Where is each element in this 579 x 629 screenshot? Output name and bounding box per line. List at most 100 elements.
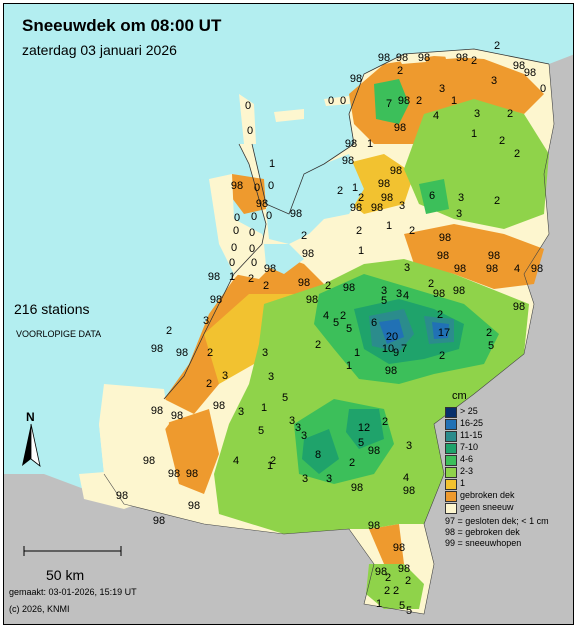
station-value: 98 [390, 165, 402, 177]
station-value: 5 [406, 605, 412, 617]
zone-seven-ten-south2 [346, 409, 384, 449]
station-value: 5 [282, 392, 288, 404]
zone-sixteen-25-b [432, 322, 449, 339]
station-value: 2 [499, 135, 505, 147]
station-value: 2 [166, 325, 172, 337]
station-value: 3 [458, 192, 464, 204]
legend-label: > 25 [460, 406, 478, 416]
legend-swatch [445, 419, 457, 430]
station-value: 10 [382, 343, 394, 355]
station-value: 3 [396, 288, 402, 300]
station-value: 98 [168, 468, 180, 480]
station-value: 98 [456, 52, 468, 64]
station-value: 98 [378, 52, 390, 64]
legend-swatch [445, 467, 457, 478]
station-value: 98 [350, 73, 362, 85]
station-value: 0 [233, 225, 239, 237]
legend-label: 16-25 [460, 418, 484, 428]
station-value: 98 [350, 202, 362, 214]
station-value: 1 [358, 245, 364, 257]
station-value: 3 [406, 440, 412, 452]
legend-note: 97 = gesloten dek; < 1 cm [445, 516, 549, 526]
station-value: 0 [249, 227, 255, 239]
station-value: 98 [151, 343, 163, 355]
station-value: 0 [247, 125, 253, 137]
station-value: 98 [151, 405, 163, 417]
made-timestamp: gemaakt: 03-01-2026, 15:19 UT [9, 587, 137, 597]
legend-swatch [445, 503, 457, 514]
station-value: 20 [386, 331, 398, 343]
station-value: 98 [290, 208, 302, 220]
station-value: 98 [116, 490, 128, 502]
zone-two-three-limburg [366, 564, 424, 609]
station-value: 3 [238, 406, 244, 418]
station-value: 98 [298, 277, 310, 289]
station-value: 0 [229, 257, 235, 269]
copyright: (c) 2026, KNMI [9, 604, 70, 614]
station-value: 1 [376, 598, 382, 610]
station-value: 2 [507, 108, 513, 120]
station-value: 2 [409, 225, 415, 237]
station-value: 98 [256, 198, 268, 210]
station-value: 3 [381, 285, 387, 297]
station-value: 98 [153, 515, 165, 527]
station-value: 3 [404, 262, 410, 274]
station-value: 98 [433, 288, 445, 300]
station-value: 2 [315, 339, 321, 351]
station-value: 98 [176, 347, 188, 359]
station-value: 6 [429, 190, 435, 202]
station-value: 98 [143, 455, 155, 467]
station-value: 4 [433, 110, 439, 122]
station-value: 2 [340, 310, 346, 322]
legend-swatch [445, 407, 457, 418]
station-value: 2 [416, 95, 422, 107]
station-value: 2 [356, 225, 362, 237]
zone-broken-east [404, 224, 544, 289]
station-value: 98 [378, 178, 390, 190]
station-value: 98 [351, 482, 363, 494]
zone-broken-limburg [369, 524, 404, 564]
station-value: 8 [315, 449, 321, 461]
station-value: 98 [439, 232, 451, 244]
station-value: 98 [186, 468, 198, 480]
station-value: 2 [248, 273, 254, 285]
station-value: 98 [368, 520, 380, 532]
station-value: 6 [371, 317, 377, 329]
station-value: 98 [398, 563, 410, 575]
station-value: 3 [222, 370, 228, 382]
scale-label: 50 km [46, 567, 85, 583]
station-value: 98 [264, 263, 276, 275]
zeeland-no-snow [99, 384, 169, 474]
data-status: VOORLOPIGE DATA [16, 329, 102, 339]
station-value: 98 [486, 263, 498, 275]
station-value: 0 [328, 95, 334, 107]
markermeer [264, 244, 304, 274]
map-title: Sneeuwdek om 08:00 UT [22, 16, 222, 35]
station-value: 2 [301, 230, 307, 242]
legend-swatch [445, 491, 457, 502]
station-value: 2 [263, 280, 269, 292]
station-value: 1 [229, 271, 235, 283]
station-value: 0 [249, 243, 255, 255]
station-value: 2 [471, 55, 477, 67]
station-value: 2 [206, 378, 212, 390]
station-value: 98 [171, 410, 183, 422]
station-value: 0 [266, 210, 272, 222]
station-value: 5 [488, 340, 494, 352]
station-value: 7 [401, 343, 407, 355]
station-value: 4 [403, 472, 409, 484]
station-value: 0 [540, 83, 546, 95]
legend-label: 7-10 [460, 442, 479, 452]
station-value: 98 [398, 95, 410, 107]
station-value: 1 [261, 402, 267, 414]
legend-label: 11-15 [460, 430, 483, 440]
station-value: 2 [494, 195, 500, 207]
station-value: 3 [491, 75, 497, 87]
station-value: 3 [203, 315, 209, 327]
station-value: 4 [323, 310, 329, 322]
station-value: 3 [439, 83, 445, 95]
station-value: 3 [474, 108, 480, 120]
station-value: 2 [270, 455, 276, 467]
